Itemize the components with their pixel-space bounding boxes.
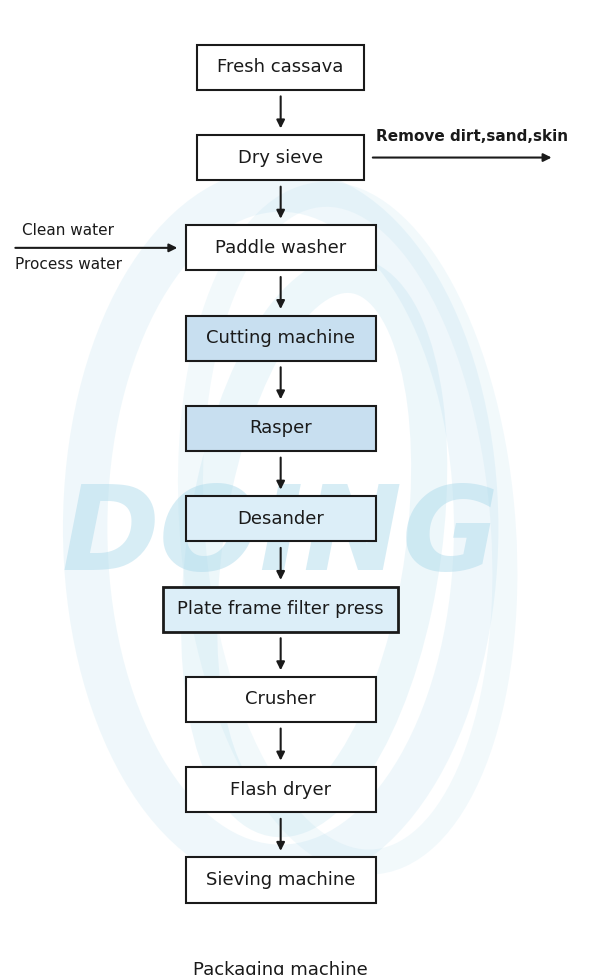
Text: Sieving machine: Sieving machine <box>206 871 355 889</box>
FancyBboxPatch shape <box>186 406 376 451</box>
FancyBboxPatch shape <box>186 948 376 975</box>
FancyBboxPatch shape <box>186 857 376 903</box>
Text: Paddle washer: Paddle washer <box>215 239 346 256</box>
Text: Flash dryer: Flash dryer <box>230 781 331 799</box>
Text: Dry sieve: Dry sieve <box>238 148 323 167</box>
Text: Desander: Desander <box>237 510 324 527</box>
Text: Plate frame filter press: Plate frame filter press <box>178 600 384 618</box>
FancyBboxPatch shape <box>186 677 376 722</box>
FancyBboxPatch shape <box>186 767 376 812</box>
FancyBboxPatch shape <box>197 135 364 180</box>
FancyBboxPatch shape <box>186 496 376 541</box>
FancyBboxPatch shape <box>186 316 376 361</box>
Text: Cutting machine: Cutting machine <box>206 330 355 347</box>
FancyBboxPatch shape <box>186 225 376 270</box>
Text: Fresh cassava: Fresh cassava <box>217 58 344 76</box>
FancyBboxPatch shape <box>163 587 398 632</box>
Text: DOING: DOING <box>62 480 500 595</box>
Text: Remove dirt,sand,skin: Remove dirt,sand,skin <box>376 130 568 144</box>
Text: Packaging machine: Packaging machine <box>193 961 368 975</box>
FancyBboxPatch shape <box>197 45 364 90</box>
Text: Process water: Process water <box>15 257 122 272</box>
Text: Rasper: Rasper <box>249 419 312 438</box>
Text: Clean water: Clean water <box>22 223 115 239</box>
Text: Crusher: Crusher <box>245 690 316 709</box>
